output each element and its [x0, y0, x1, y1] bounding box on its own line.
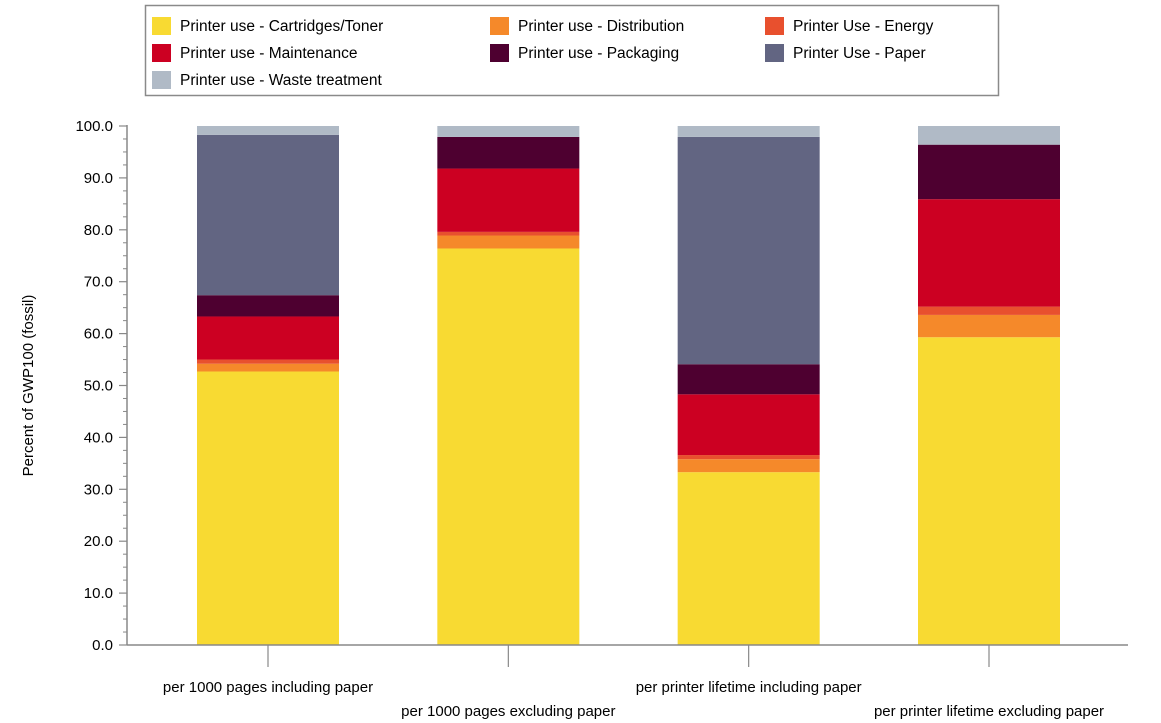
bar-segment — [197, 134, 339, 296]
bar-segment — [677, 459, 820, 473]
bar-segment — [197, 126, 339, 135]
y-tick-label: 90.0 — [84, 170, 113, 187]
bar-stack — [437, 126, 580, 645]
y-tick-label: 70.0 — [84, 274, 113, 291]
legend-label: Printer use - Distribution — [518, 18, 684, 35]
x-tick-label: per printer lifetime excluding paper — [874, 703, 1104, 720]
legend-item: Printer use - Distribution — [490, 17, 684, 35]
legend-item: Printer use - Packaging — [490, 44, 679, 62]
bar-segment — [437, 168, 580, 232]
bar-segment — [918, 144, 1060, 200]
bar-segment — [677, 136, 820, 365]
y-axis: 0.0 10.0 20.0 30.0 40.0 50.0 60.0 70.0 80.0 90.0 1… — [75, 118, 128, 654]
bar-segment — [197, 295, 339, 317]
legend-box — [144, 4, 1000, 97]
bar-segment — [677, 126, 820, 137]
legend-swatch — [152, 44, 171, 62]
x-tick-label: per 1000 pages including paper — [163, 679, 373, 696]
legend-label: Printer use - Packaging — [518, 45, 679, 62]
x-tick-label: per 1000 pages excluding paper — [401, 703, 615, 720]
legend-label: Printer Use - Paper — [793, 45, 926, 62]
legend-item: Printer Use - Paper — [765, 44, 926, 62]
bar-segment — [437, 231, 580, 236]
bar-segment — [197, 371, 339, 645]
bar-segment — [197, 316, 339, 360]
bar-stack — [918, 126, 1060, 645]
bar-segment — [197, 363, 339, 372]
y-tick-label: 100.0 — [75, 118, 113, 135]
bar-stack — [677, 126, 820, 645]
legend-item: Printer use - Maintenance — [152, 44, 357, 62]
bar-segment — [437, 136, 580, 169]
legend-swatch — [765, 44, 784, 62]
bar-stack — [197, 126, 339, 645]
bar-segment — [677, 455, 820, 460]
y-tick-label: 30.0 — [84, 481, 113, 498]
bar-segment — [918, 314, 1060, 338]
legend-swatch — [765, 17, 784, 35]
y-tick-label: 40.0 — [84, 429, 113, 446]
legend-item: Printer use - Waste treatment — [152, 71, 383, 89]
bars — [197, 126, 1060, 645]
x-tick-label: per printer lifetime including paper — [636, 679, 862, 696]
y-tick-label: 0.0 — [92, 637, 113, 654]
bar-segment — [437, 248, 580, 645]
bar-segment — [197, 359, 339, 364]
bar-segment — [918, 199, 1060, 307]
legend: Printer use - Cartridges/Toner Printer us… — [144, 4, 1000, 97]
legend-label: Printer use - Waste treatment — [180, 72, 383, 89]
bar-segment — [918, 126, 1060, 145]
legend-label: Printer use - Maintenance — [180, 45, 357, 62]
y-tick-label: 60.0 — [84, 326, 113, 343]
legend-swatch — [490, 44, 509, 62]
legend-label: Printer Use - Energy — [793, 18, 934, 35]
y-tick-label: 80.0 — [84, 222, 113, 239]
y-axis-label: Percent of GWP100 (fossil) — [20, 295, 37, 477]
legend-swatch — [152, 71, 171, 89]
y-tick-label: 10.0 — [84, 585, 113, 602]
legend-label: Printer use - Cartridges/Toner — [180, 18, 383, 35]
legend-item: Printer Use - Energy — [765, 17, 934, 35]
bar-segment — [677, 364, 820, 395]
bar-segment — [918, 337, 1060, 645]
legend-swatch — [152, 17, 171, 35]
legend-swatch — [490, 17, 509, 35]
legend-item: Printer use - Cartridges/Toner — [152, 17, 383, 35]
x-axis: per 1000 pages including paper per 1000 p… — [127, 644, 1128, 720]
bar-segment — [437, 235, 580, 249]
bar-segment — [677, 472, 820, 645]
bar-segment — [437, 126, 580, 137]
bar-segment — [918, 306, 1060, 315]
bar-segment — [677, 394, 820, 456]
y-tick-label: 50.0 — [84, 378, 113, 395]
y-tick-label: 20.0 — [84, 533, 113, 550]
